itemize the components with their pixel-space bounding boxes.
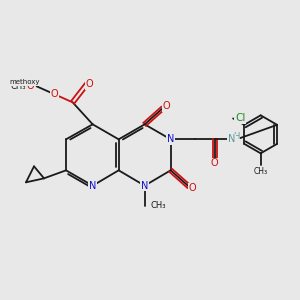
Text: N: N (141, 181, 148, 191)
Text: O: O (86, 79, 94, 89)
Text: H: H (233, 132, 240, 141)
Text: O: O (211, 158, 218, 168)
Text: CH₃: CH₃ (11, 82, 26, 91)
Text: O: O (163, 101, 170, 111)
Text: N: N (89, 181, 96, 191)
Text: CH₃: CH₃ (151, 201, 166, 210)
Text: methoxy: methoxy (9, 79, 40, 85)
Text: N: N (167, 134, 174, 144)
Text: Cl: Cl (235, 113, 245, 123)
Text: CH₃: CH₃ (254, 167, 268, 176)
Text: O: O (189, 183, 196, 193)
Text: O: O (27, 81, 34, 91)
Text: O: O (51, 89, 59, 99)
Text: N: N (228, 134, 236, 144)
